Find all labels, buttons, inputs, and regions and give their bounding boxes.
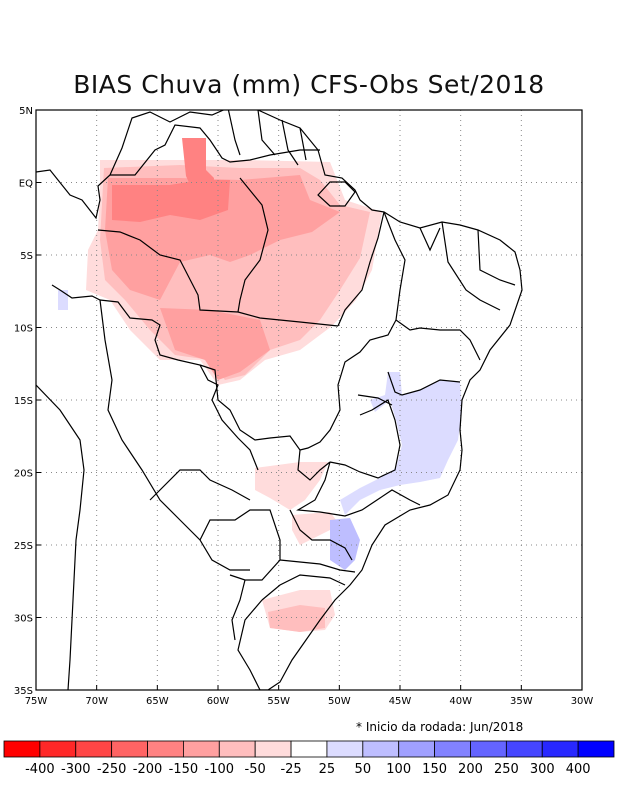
border-maranhao [299,211,406,451]
border-bahia [387,319,481,396]
border-colombia-venezuela [110,124,320,176]
bias-area-parana [292,512,340,545]
border-mato-grosso [199,364,331,481]
border-rio-grande-do-sul [237,574,346,690]
bias-area-minas-bahia [340,372,462,515]
borders [36,110,523,690]
bias-area-mato-grosso-do-sul [255,462,328,510]
legend-label: -200 [133,762,163,777]
legend-label: 50 [355,762,372,777]
legend-label: -150 [169,762,199,777]
y-tick-label: 25S [14,541,33,552]
border-brazil-west [97,229,339,327]
x-tick-label: 65W [146,696,169,707]
x-tick-label: 50W [328,696,351,707]
border-uruguay-argentina [149,469,251,641]
y-tick-label: 15S [14,396,33,407]
x-tick-label: 45W [389,696,412,707]
run-note: * Inicio da rodada: Jun/2018 [356,720,524,734]
legend-label: -25 [280,762,301,777]
x-tick-label: 70W [85,696,108,707]
map-title: BIAS Chuva (mm) CFS-Obs Set/2018 [73,70,545,99]
legend-label: 250 [494,762,519,777]
legend-swatch [183,740,220,758]
border-sao-paulo [296,461,421,517]
legend-swatch [147,740,184,758]
legend-swatch [362,740,400,758]
border-tocantins [337,211,385,327]
legend-swatch [577,740,615,758]
border-goias-minas [329,394,401,479]
legend-swatch [39,740,77,758]
legend-label: 100 [386,762,411,777]
bias-area-rio-grande-do-sul-core [268,605,325,632]
axis-ticks: 75W 70W 65W 60W 55W 50W 45W 40W 35W 30W 5N EQ 5S 10S 1… [14,106,593,707]
legend-swatch [398,740,435,758]
legend-swatch [470,740,507,758]
legend-swatch [254,740,292,758]
legend-swatch [3,740,41,758]
bias-area-southeast [330,518,360,570]
border-amapa-para [237,177,269,313]
x-tick-label: 55W [267,696,290,707]
border-guianas [227,110,307,166]
y-tick-label: 5N [19,106,33,117]
border-andes-west [36,384,85,690]
y-tick-label: 20S [14,469,33,480]
y-tick-label: 5S [20,251,33,262]
legend-label: 300 [530,762,555,777]
bias-area-center-west [160,308,270,380]
legend-label: -300 [61,762,91,777]
border-piaui-ceara [419,221,516,311]
legend-swatch [326,740,364,758]
coastline-south-america [36,110,523,690]
legend-swatch [290,740,328,758]
legend-swatch [218,740,256,758]
y-tick-label: 10S [14,324,33,335]
map-content [36,110,582,690]
border-paraguay [199,509,281,581]
y-tick-label: 35S [14,686,33,697]
border-parana-santa-catarina [279,509,356,573]
legend-swatch [434,740,471,758]
bias-map: 75W 70W 65W 60W 55W 50W 45W 40W 35W 30W 5N EQ 5S 10S 1… [14,106,593,707]
x-tick-label: 35W [510,696,533,707]
legend-label: -400 [25,762,55,777]
x-tick-label: 60W [207,696,230,707]
legend-swatch [541,740,579,758]
color-legend: -400 -300 -250 -200 -150 -100 -50 -25 25 50 100 150… [3,740,615,777]
y-tick-label: 30S [14,614,33,625]
legend-label: -250 [97,762,127,777]
border-peru-brazil [51,284,259,471]
legend-label: -100 [205,762,235,777]
legend-swatch [111,740,148,758]
legend-swatch [75,740,113,758]
marajo-islands [317,181,356,207]
legend-label: 400 [566,762,591,777]
x-tick-label: 75W [25,696,48,707]
negative-bias-shading [86,138,382,632]
x-tick-label: 30W [571,696,594,707]
x-tick-label: 40W [449,696,472,707]
bias-area-west-amazon [58,290,68,310]
y-tick-label: EQ [19,179,33,190]
legend-label: 25 [319,762,336,777]
legend-label: 150 [422,762,447,777]
positive-bias-shading [58,290,462,570]
bias-area-guiana [182,138,214,200]
border-bolivia [99,299,250,571]
legend-swatch [505,740,543,758]
legend-label: -50 [245,762,266,777]
legend-label: 200 [458,762,483,777]
